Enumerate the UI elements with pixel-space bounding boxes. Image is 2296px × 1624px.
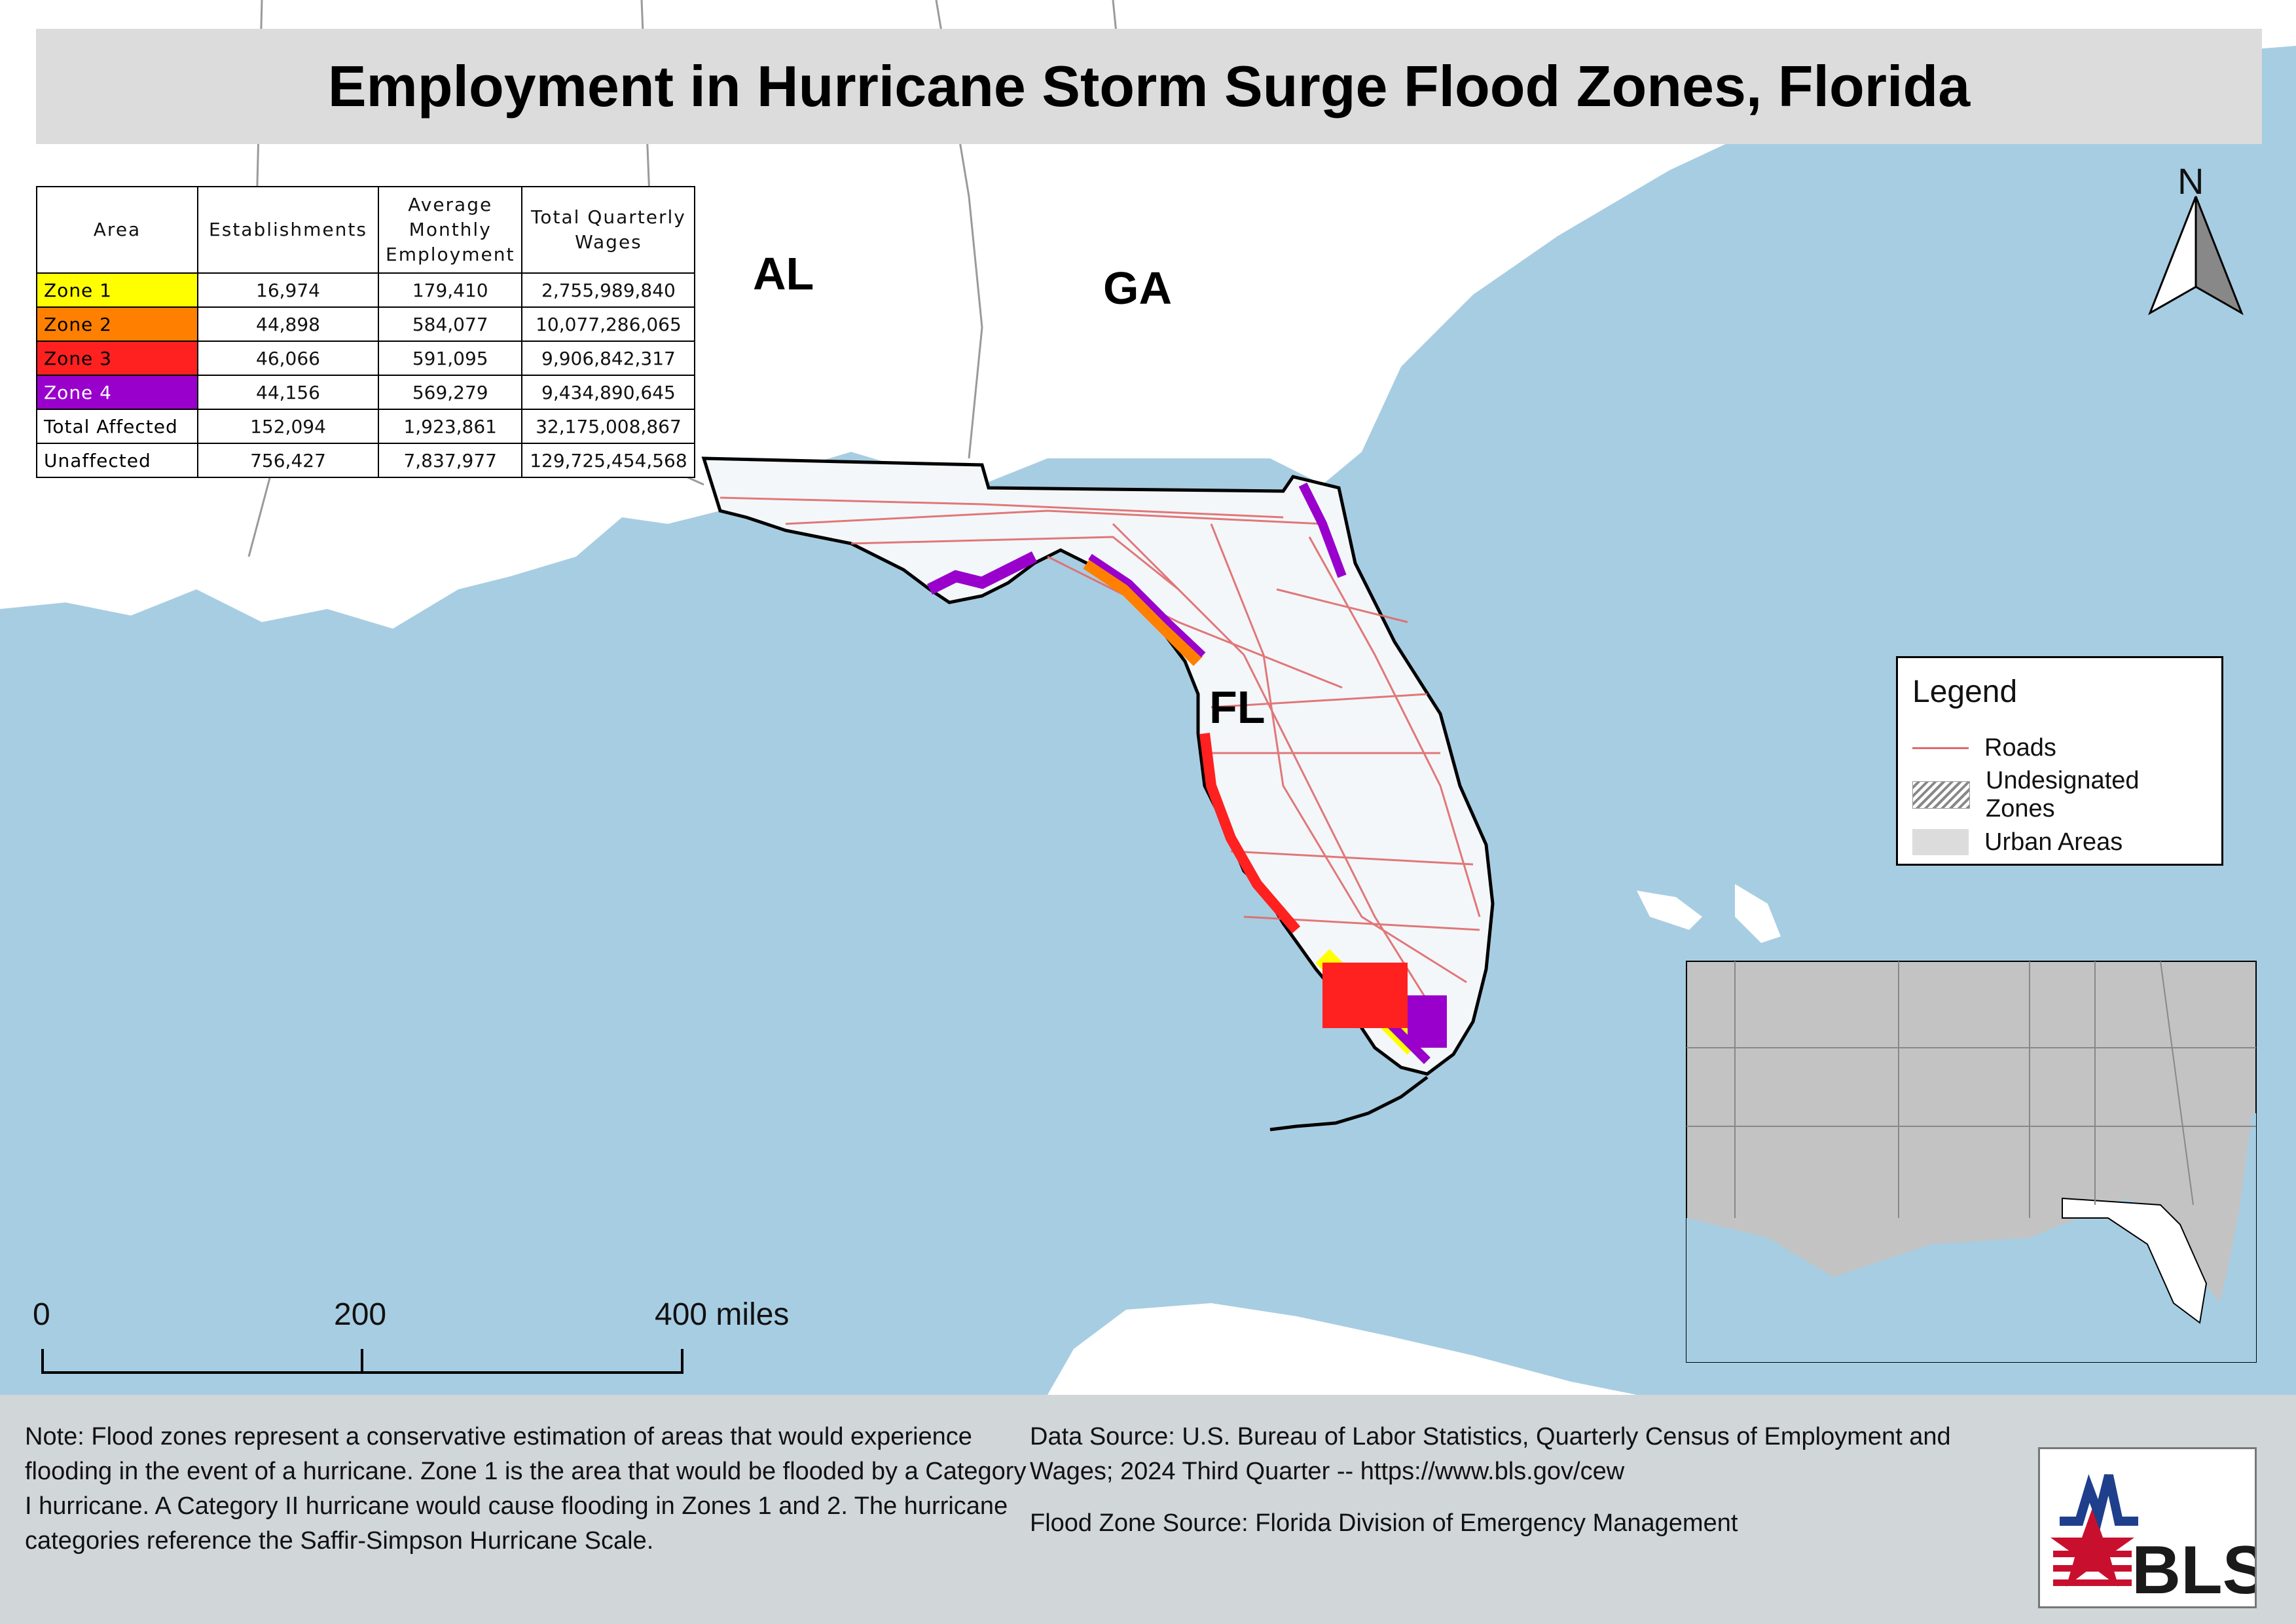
- scale-label-0: 0: [33, 1297, 50, 1332]
- scale-label-200: 200: [334, 1297, 387, 1332]
- establishments-cell: 16,974: [197, 272, 379, 308]
- employment-cell: 1,923,861: [377, 409, 523, 444]
- area-cell: Zone 1: [36, 272, 198, 308]
- table-row: Total Affected 152,094 1,923,861 32,175,…: [36, 409, 696, 444]
- table-row: Zone 4 44,156 569,279 9,434,890,645: [36, 375, 696, 410]
- employment-table: Area Establishments Average Monthly Empl…: [36, 186, 696, 478]
- cuba-land: [1048, 1303, 1637, 1395]
- map-title: Employment in Hurricane Storm Surge Floo…: [327, 54, 1971, 119]
- scale-label-400: 400 miles: [655, 1297, 790, 1332]
- establishments-cell: 46,066: [197, 341, 379, 376]
- footer-note: Note: Flood zones represent a conservati…: [25, 1423, 1027, 1555]
- legend-item-urban: Urban Areas: [1912, 819, 2207, 866]
- florida-keys: [1269, 1076, 1429, 1132]
- area-cell: Zone 4: [36, 375, 198, 410]
- employment-cell: 569,279: [377, 375, 523, 410]
- wages-cell: 9,906,842,317: [521, 341, 696, 376]
- header-area: Area: [36, 186, 198, 274]
- header-wages: Total Quarterly Wages: [521, 186, 696, 274]
- bls-logo-text: BLS: [2132, 1532, 2255, 1606]
- wages-cell: 32,175,008,867: [521, 409, 696, 444]
- wages-cell: 129,725,454,568: [521, 443, 696, 478]
- state-label-fl: FL: [1209, 682, 1266, 733]
- north-label: N: [2178, 160, 2204, 202]
- area-cell: Unaffected: [36, 443, 198, 478]
- data-source: Data Source: U.S. Bureau of Labor Statis…: [1030, 1423, 1951, 1485]
- wages-cell: 2,755,989,840: [521, 272, 696, 308]
- legend-label: Roads: [1984, 733, 2056, 762]
- legend-label: Undesignated Zones: [1986, 767, 2140, 822]
- table-header-row: Area Establishments Average Monthly Empl…: [36, 186, 696, 274]
- legend-item-undesignated: Undesignated Zones: [1912, 767, 2207, 822]
- area-cell: Total Affected: [36, 409, 198, 444]
- road-line-swatch: [1912, 735, 1969, 761]
- establishments-cell: 44,156: [197, 375, 379, 410]
- scale-bar: [41, 1349, 683, 1374]
- employment-cell: 179,410: [377, 272, 523, 308]
- establishments-cell: 756,427: [197, 443, 379, 478]
- legend-item-roads: Roads: [1912, 724, 2207, 771]
- area-cell: Zone 3: [36, 341, 198, 376]
- legend: Legend Roads Undesignated Zones Urban Ar…: [1896, 656, 2223, 866]
- wages-cell: 9,434,890,645: [521, 375, 696, 410]
- bls-logo-icon: BLS: [2050, 1474, 2268, 1608]
- header-employment: Average Monthly Employment: [377, 186, 523, 274]
- table-row: Zone 1 16,974 179,410 2,755,989,840: [36, 272, 696, 308]
- flood-zones: [926, 482, 1447, 1064]
- urban-swatch: [1912, 829, 1969, 855]
- establishments-cell: 44,898: [197, 306, 379, 342]
- table-row: Zone 2 44,898 584,077 10,077,286,065: [36, 306, 696, 342]
- bls-logo: BLS: [2038, 1447, 2268, 1608]
- area-cell: Zone 2: [36, 306, 198, 342]
- title-bar: Employment in Hurricane Storm Surge Floo…: [36, 29, 2262, 144]
- table-row: Zone 3 46,066 591,095 9,906,842,317: [36, 341, 696, 376]
- legend-label: Urban Areas: [1984, 828, 2123, 856]
- hatch-swatch: [1912, 781, 1970, 809]
- flood-zone-source: Flood Zone Source: Florida Division of E…: [1030, 1509, 1738, 1537]
- bahamas: [1637, 884, 1781, 943]
- employment-cell: 7,837,977: [377, 443, 523, 478]
- footer-sources: Data Source: U.S. Bureau of Labor Statis…: [1030, 1420, 2038, 1558]
- state-label-ga: GA: [1103, 263, 1172, 314]
- employment-cell: 584,077: [377, 306, 523, 342]
- roads: [720, 496, 1481, 1022]
- wages-cell: 10,077,286,065: [521, 306, 696, 342]
- legend-title: Legend: [1912, 674, 2018, 709]
- table-row: Unaffected 756,427 7,837,977 129,725,454…: [36, 443, 696, 478]
- footer-panel: [0, 1395, 2296, 1624]
- header-establishments: Establishments: [197, 186, 379, 274]
- establishments-cell: 152,094: [197, 409, 379, 444]
- table-body: Zone 1 16,974 179,410 2,755,989,840 Zone…: [36, 272, 696, 478]
- employment-cell: 591,095: [377, 341, 523, 376]
- inset-map: [1686, 961, 2257, 1363]
- state-label-al: AL: [753, 248, 814, 299]
- north-arrow: [2148, 196, 2244, 316]
